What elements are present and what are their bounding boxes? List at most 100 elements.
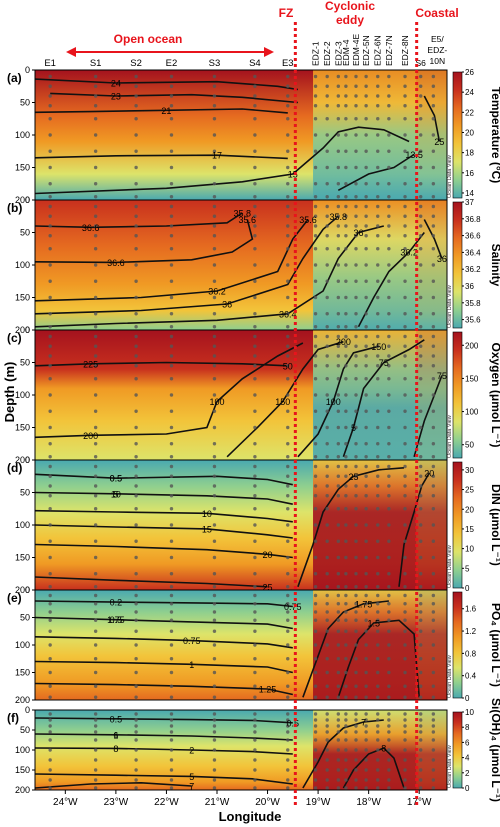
contour-line: [34, 108, 288, 114]
sample-dot: [48, 768, 52, 772]
sample-dot: [336, 494, 341, 498]
sample-dot: [354, 494, 358, 498]
sample-dot: [403, 74, 407, 79]
sample-dot: [212, 610, 217, 614]
sample-dot: [169, 295, 174, 300]
sample-dot: [344, 474, 348, 478]
sample-dot: [403, 295, 407, 300]
sample-dot: [364, 494, 368, 498]
sample-dot: [344, 730, 348, 734]
sample-dot: [313, 738, 318, 742]
sample-dot: [134, 133, 138, 137]
sample-dot: [169, 312, 174, 316]
sample-dot: [403, 354, 407, 358]
sample-dot: [313, 377, 318, 381]
sample-dot: [93, 539, 98, 543]
sample-dot: [376, 94, 380, 98]
sample-dot: [419, 195, 423, 199]
sample-dot: [364, 786, 368, 790]
contour-line: [34, 219, 254, 264]
station-label: EDZ-3: [333, 41, 343, 66]
sample-dot: [134, 618, 138, 622]
sample-dot: [48, 133, 52, 137]
sample-dot: [325, 572, 329, 576]
sample-dot: [93, 133, 98, 137]
sample-dot: [93, 629, 98, 633]
sample-dot: [344, 364, 348, 368]
sample-dot: [169, 393, 174, 397]
contour-line: [34, 543, 293, 559]
sample-dot: [313, 657, 318, 661]
sample-dot: [48, 555, 52, 560]
sample-dot: [431, 393, 436, 397]
sample-dot: [313, 484, 318, 488]
station-label: EDZ-8N: [400, 35, 410, 66]
station-label: S3: [209, 58, 221, 69]
sample-dot: [376, 295, 380, 300]
sample-dot: [325, 585, 329, 589]
station-label: EDZ-5N: [361, 35, 371, 66]
sample-dot: [313, 585, 318, 589]
sample-dot: [48, 585, 52, 589]
sample-dot: [253, 295, 257, 300]
sample-dot: [93, 494, 98, 498]
sample-dot: [387, 768, 391, 772]
sample-dot: [48, 165, 52, 170]
sample-dot: [354, 464, 358, 469]
sample-dot: [364, 474, 368, 478]
sample-dot: [93, 117, 98, 121]
sample-dot: [387, 182, 391, 186]
sample-dot: [376, 354, 380, 358]
sample-dot: [253, 165, 257, 170]
station-label: EDM-4E: [351, 34, 361, 66]
sample-dot: [403, 618, 407, 622]
contour-line: [337, 153, 415, 192]
sample-dot: [419, 149, 423, 153]
sample-dot: [169, 494, 174, 498]
colorbar-tick-label: 8: [465, 723, 470, 732]
sample-dot: [134, 224, 138, 228]
sample-dot: [431, 748, 436, 752]
sample-dot: [336, 247, 341, 251]
sample-dot: [387, 778, 391, 782]
sample-dot: [387, 730, 391, 734]
sample-dot: [376, 312, 380, 316]
sample-dot: [48, 364, 52, 368]
sample-dot: [419, 695, 423, 699]
sample-dot: [93, 618, 98, 622]
sample-dot: [48, 618, 52, 622]
sample-dot: [364, 325, 368, 329]
sample-dot: [387, 133, 391, 137]
sample-dot: [403, 263, 407, 267]
sample-dot: [431, 670, 436, 675]
sample-dot: [169, 768, 174, 772]
sample-dot: [313, 442, 318, 446]
sample-dot: [336, 234, 341, 238]
sample-dot: [212, 572, 217, 576]
sample-dot: [313, 523, 318, 527]
sample-dot: [336, 555, 341, 560]
sample-dot: [169, 94, 174, 98]
sample-dot: [253, 133, 257, 137]
sample-dot: [387, 104, 391, 108]
sample-dot: [376, 730, 380, 734]
sample-dot: [253, 758, 257, 762]
contour-label: 7: [189, 782, 194, 792]
sample-dot: [286, 643, 290, 647]
sample-dot: [325, 279, 329, 283]
sample-dot: [387, 364, 391, 368]
sample-dot: [48, 149, 52, 153]
sample-dot: [313, 602, 318, 606]
sample-dot: [253, 279, 257, 283]
sample-dot: [286, 334, 290, 339]
sample-dot: [376, 182, 380, 186]
sample-dot: [212, 442, 217, 446]
sample-dot: [354, 507, 358, 511]
sample-dot: [376, 523, 380, 527]
depth-tick-label: 100: [15, 130, 30, 140]
sample-dot: [313, 455, 318, 459]
sample-dot: [431, 730, 436, 734]
depth-tick-label: 150: [15, 553, 30, 563]
sample-dot: [134, 74, 138, 79]
sample-dot: [403, 234, 407, 238]
